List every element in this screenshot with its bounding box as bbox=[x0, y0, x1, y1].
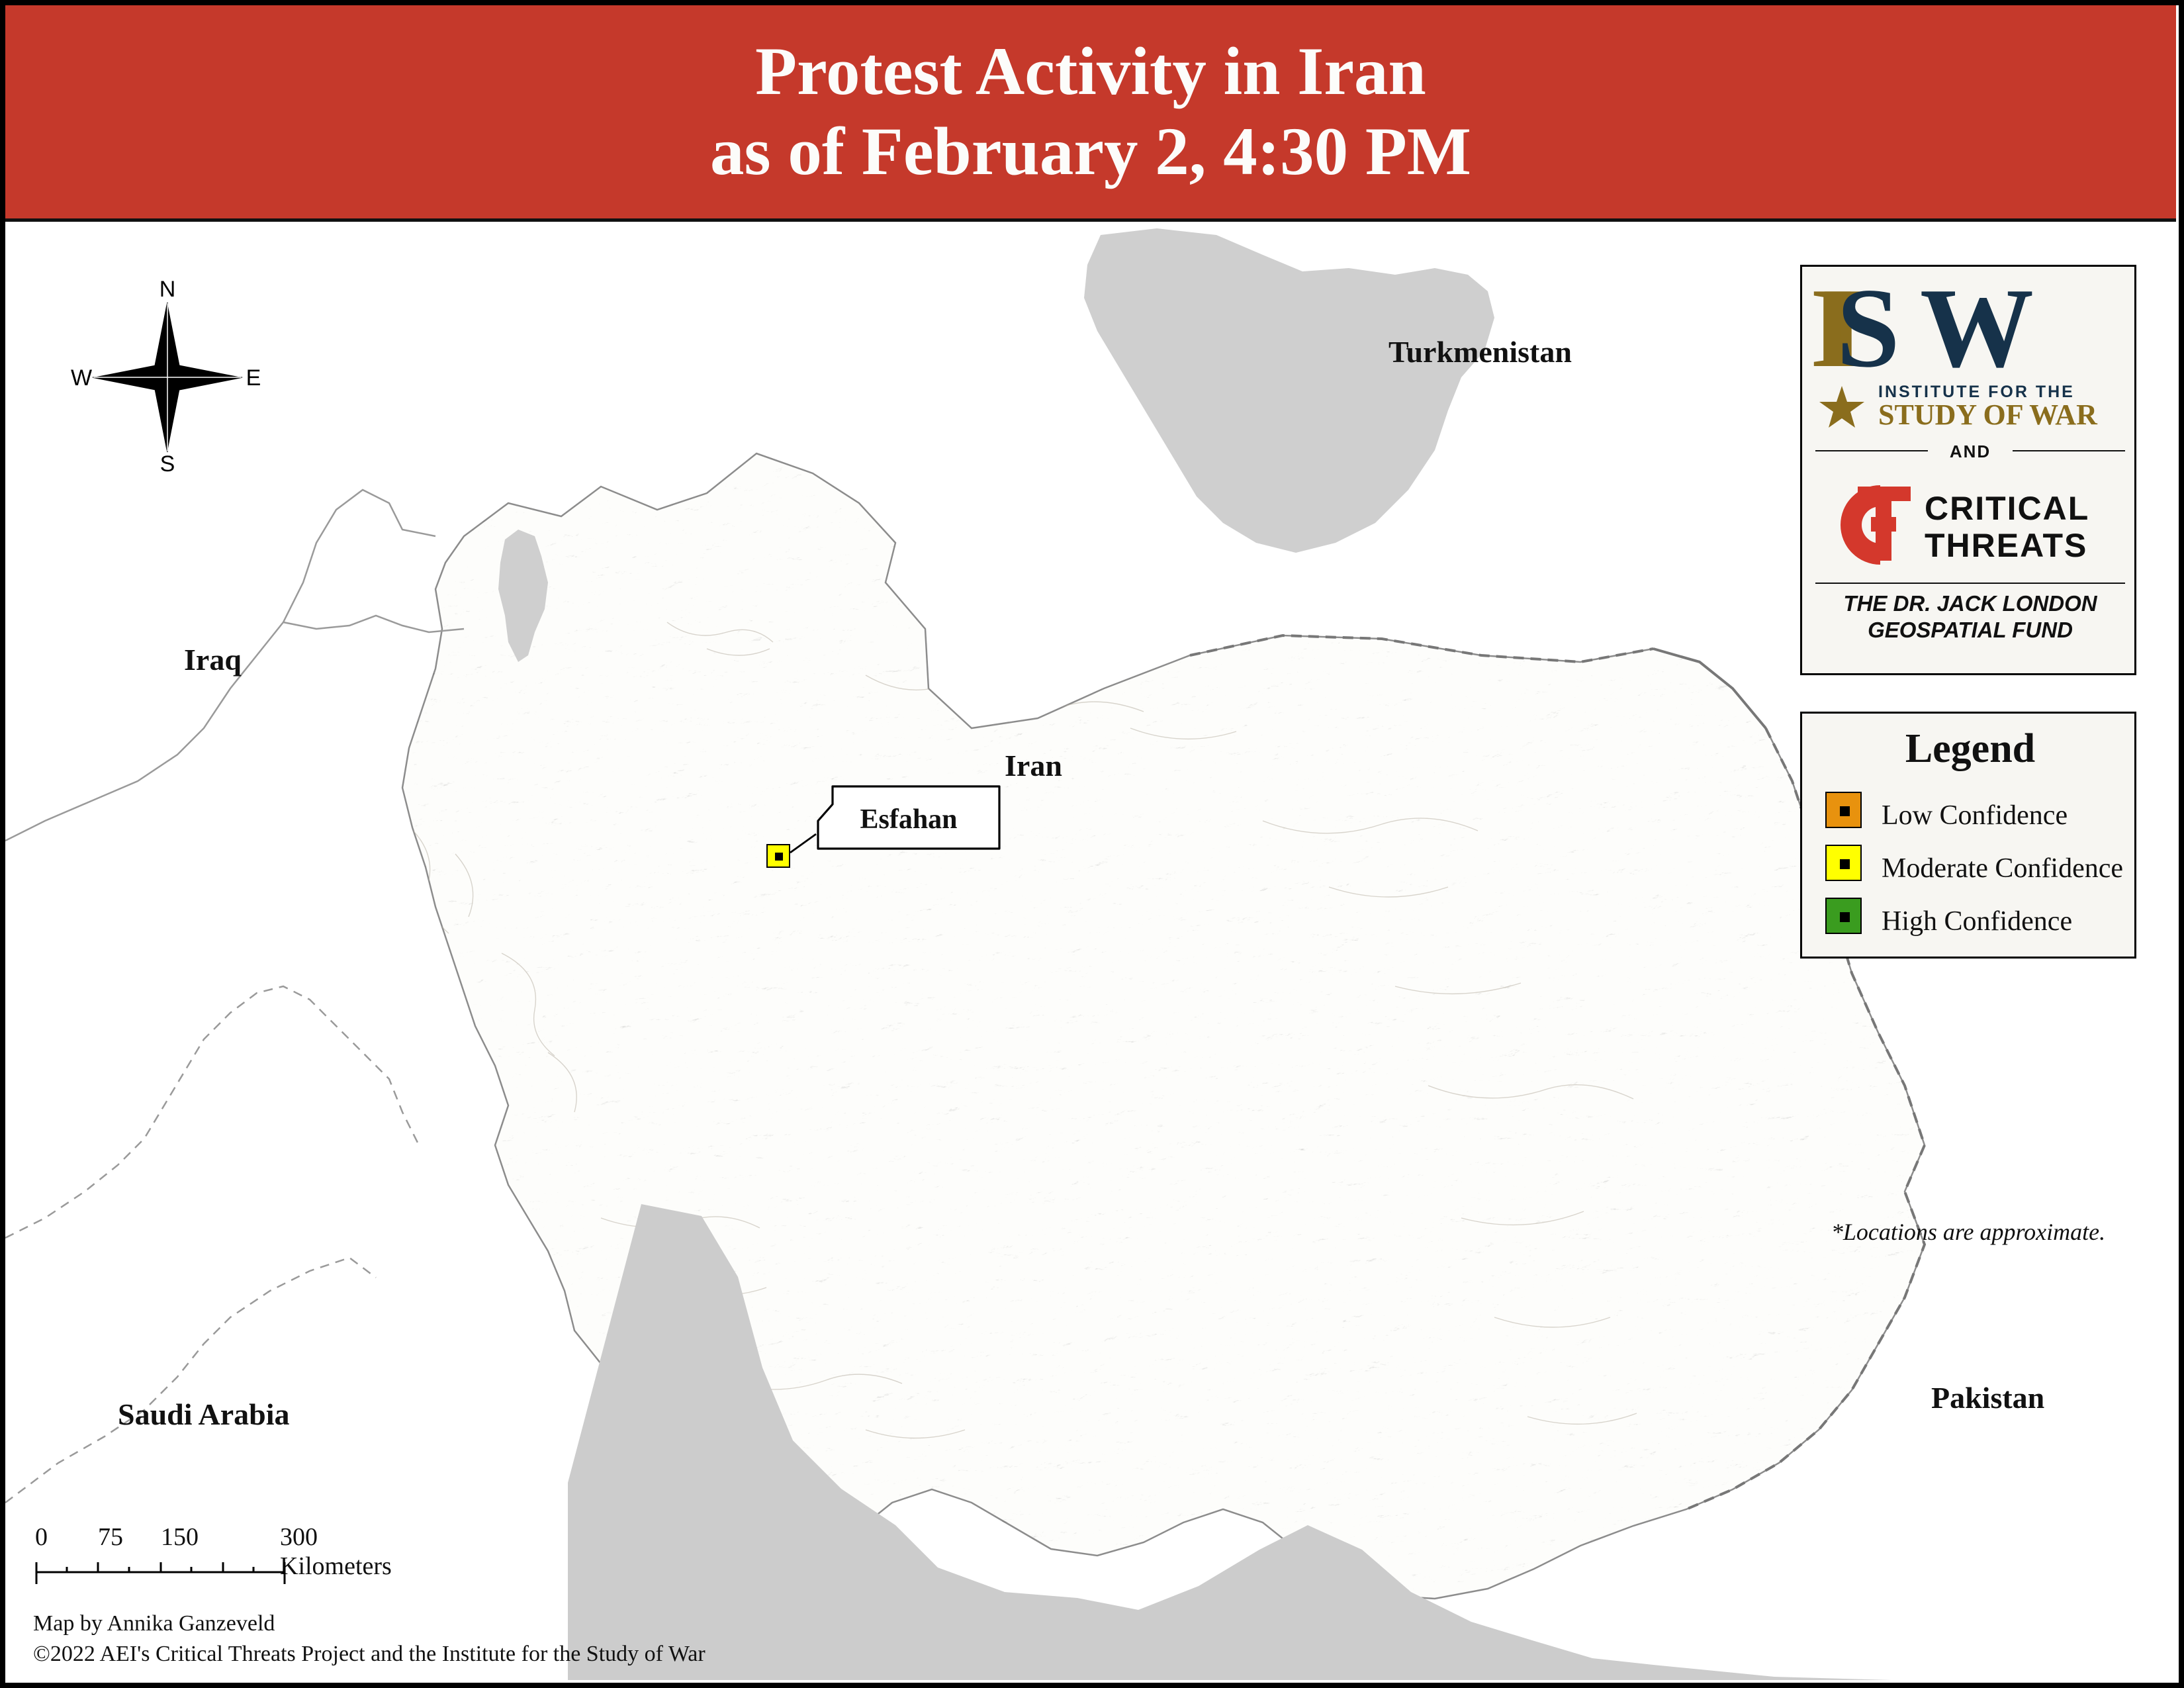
svg-text:THE DR. JACK LONDON: THE DR. JACK LONDON bbox=[1843, 591, 2097, 616]
svg-text:N: N bbox=[159, 278, 176, 302]
svg-text:GEOSPATIAL FUND: GEOSPATIAL FUND bbox=[1868, 618, 2073, 642]
svg-text:W: W bbox=[71, 365, 92, 391]
svg-text:W: W bbox=[1920, 267, 2034, 391]
svg-text:E: E bbox=[246, 365, 261, 391]
svg-text:THREATS: THREATS bbox=[1925, 527, 2087, 564]
svg-text:S: S bbox=[160, 451, 175, 477]
svg-text:AND: AND bbox=[1950, 442, 1991, 461]
svg-text:S: S bbox=[1837, 267, 1900, 391]
svg-text:STUDY OF WAR: STUDY OF WAR bbox=[1878, 399, 2098, 431]
svg-text:Esfahan: Esfahan bbox=[860, 804, 957, 835]
svg-text:CRITICAL: CRITICAL bbox=[1925, 490, 2089, 527]
